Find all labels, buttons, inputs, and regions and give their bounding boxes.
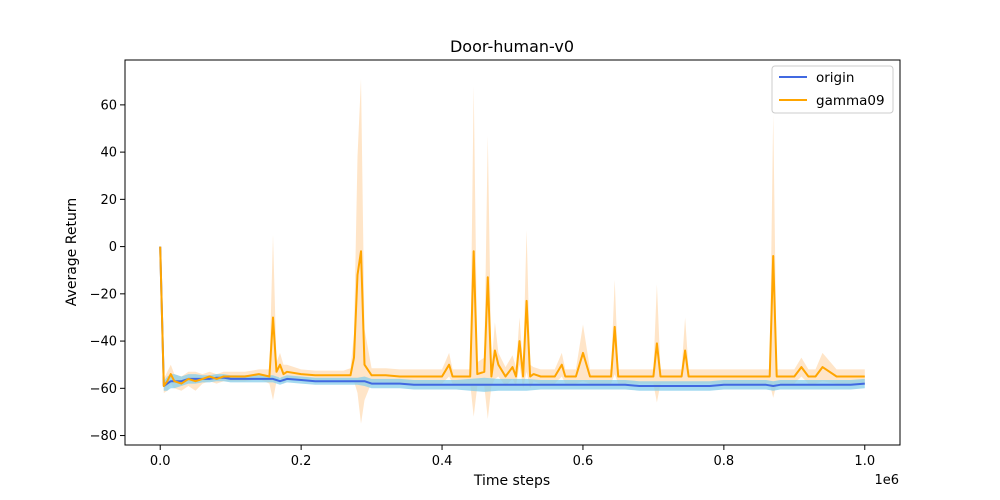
y-axis-label: Average Return bbox=[64, 198, 80, 306]
x-axis-label: Time steps bbox=[473, 473, 550, 489]
y-tick-label: −60 bbox=[90, 382, 117, 397]
legend-label-origin: origin bbox=[816, 70, 854, 86]
x-tick-label: 0.8 bbox=[714, 454, 735, 469]
series-line-origin bbox=[159, 246, 865, 387]
y-tick-label: 40 bbox=[100, 146, 117, 161]
x-tick-label: 1.0 bbox=[854, 454, 875, 469]
x-axis-offset-label: 1e6 bbox=[874, 473, 899, 488]
y-tick-label: −20 bbox=[90, 287, 117, 302]
confidence-bands bbox=[160, 78, 865, 424]
y-tick-label: 20 bbox=[100, 193, 117, 208]
y-tick-label: −80 bbox=[90, 429, 117, 444]
y-tick-label: 60 bbox=[100, 98, 117, 113]
x-tick-label: 0.4 bbox=[432, 454, 453, 469]
band-gamma09 bbox=[160, 78, 865, 424]
y-tick-label: −40 bbox=[90, 335, 117, 350]
series-lines bbox=[159, 246, 865, 387]
plot-frame bbox=[124, 59, 901, 446]
x-axis-ticks: 0.0 0.2 0.4 0.6 0.8 1.0 bbox=[150, 445, 875, 469]
y-tick-label: 0 bbox=[109, 240, 117, 255]
y-axis-ticks: −80 −60 −40 −20 0 20 40 60 bbox=[90, 98, 125, 444]
series-line-gamma09 bbox=[159, 246, 865, 387]
legend: origin gamma09 bbox=[771, 65, 894, 114]
legend-label-gamma09: gamma09 bbox=[816, 93, 885, 109]
x-tick-label: 0.0 bbox=[150, 454, 171, 469]
x-tick-label: 0.2 bbox=[291, 454, 312, 469]
chart-title: Door-human-v0 bbox=[450, 37, 574, 56]
x-tick-label: 0.6 bbox=[573, 454, 594, 469]
